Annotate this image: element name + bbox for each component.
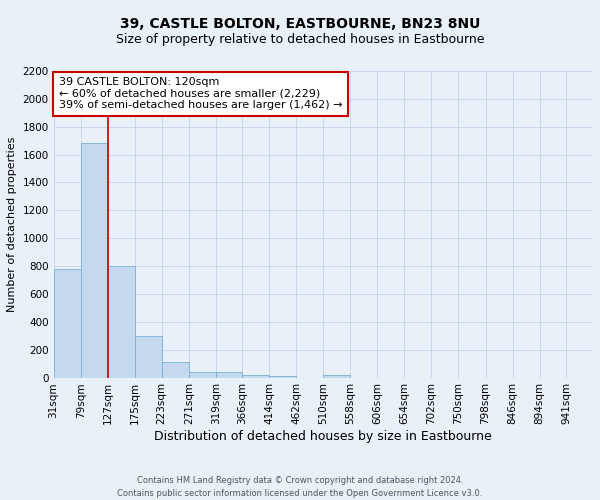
Text: 39, CASTLE BOLTON, EASTBOURNE, BN23 8NU: 39, CASTLE BOLTON, EASTBOURNE, BN23 8NU — [120, 18, 480, 32]
Bar — [80, 144, 107, 378]
Y-axis label: Number of detached properties: Number of detached properties — [7, 136, 17, 312]
Bar — [269, 376, 296, 378]
Bar — [189, 372, 216, 378]
Bar — [134, 336, 162, 378]
Text: Contains HM Land Registry data © Crown copyright and database right 2024.
Contai: Contains HM Land Registry data © Crown c… — [118, 476, 482, 498]
Text: Size of property relative to detached houses in Eastbourne: Size of property relative to detached ho… — [116, 32, 484, 46]
Bar — [323, 376, 350, 378]
Bar — [162, 362, 189, 378]
Bar — [216, 372, 242, 378]
X-axis label: Distribution of detached houses by size in Eastbourne: Distribution of detached houses by size … — [154, 430, 492, 443]
Bar — [242, 376, 269, 378]
Text: 39 CASTLE BOLTON: 120sqm
← 60% of detached houses are smaller (2,229)
39% of sem: 39 CASTLE BOLTON: 120sqm ← 60% of detach… — [59, 77, 343, 110]
Bar — [53, 269, 80, 378]
Bar — [107, 266, 134, 378]
